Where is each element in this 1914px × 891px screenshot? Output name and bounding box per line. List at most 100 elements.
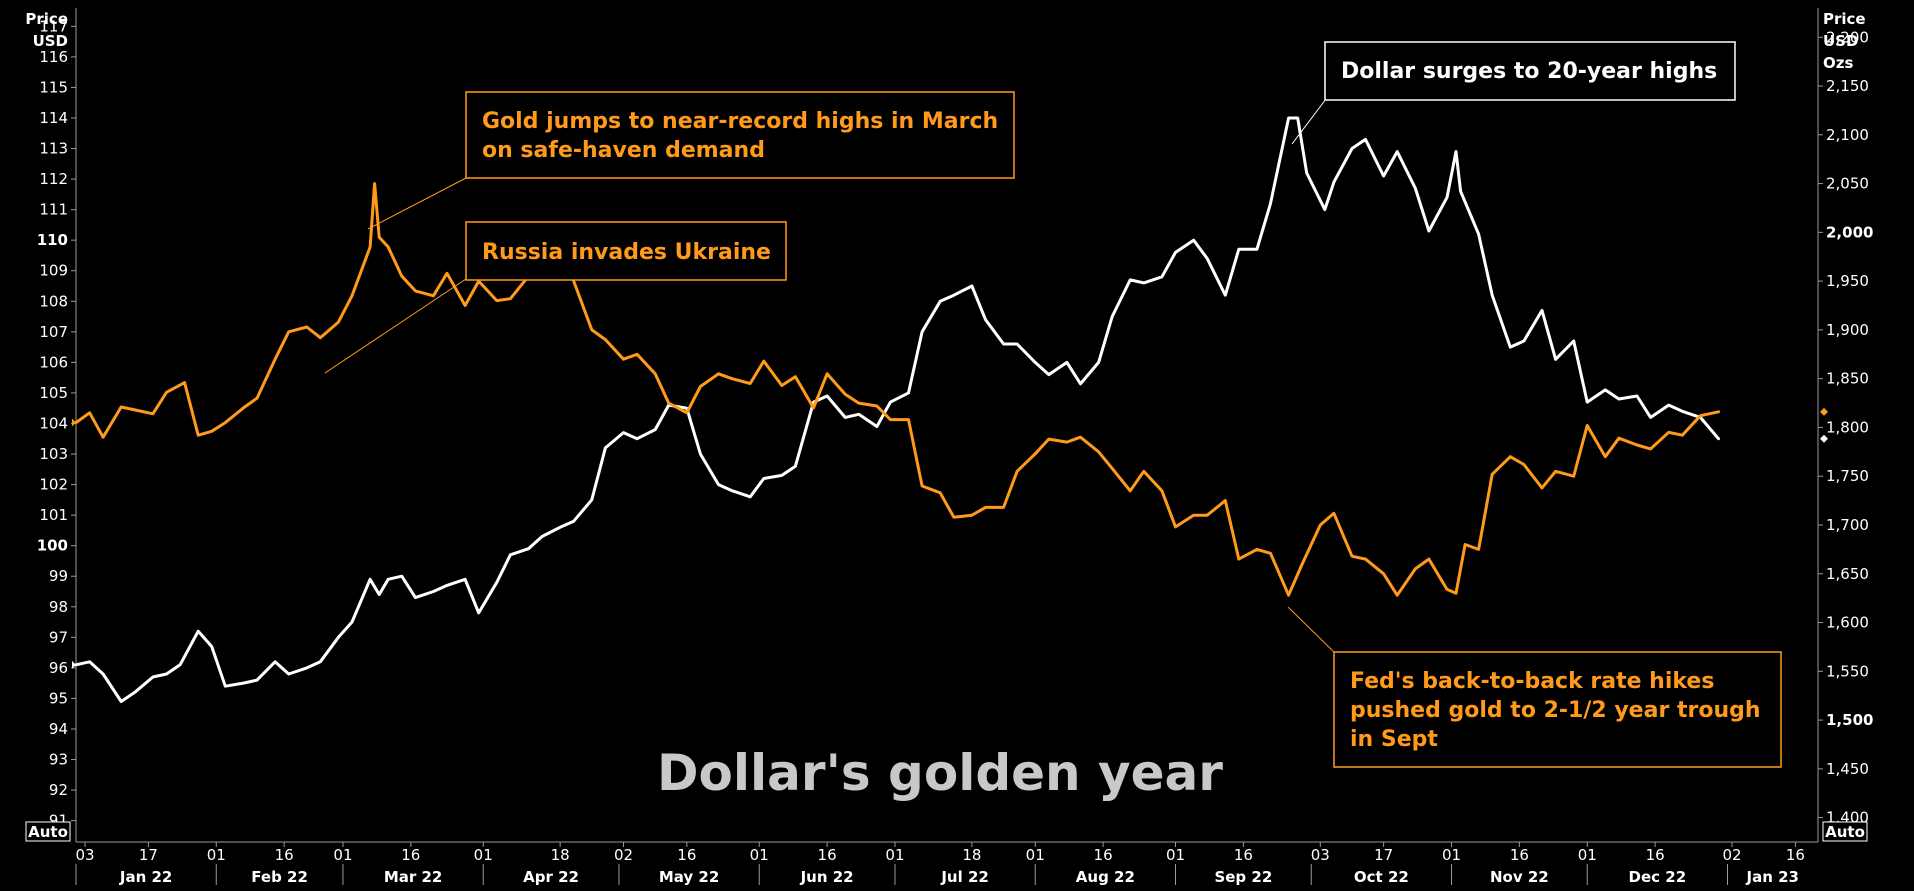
auto-button-right-box[interactable] [1822, 821, 1868, 842]
left-tick-label: 106 [39, 353, 68, 371]
annotation-fed-hikes-line1: Fed's back-to-back rate hikes [1350, 669, 1714, 694]
right-tick-label: 1,850 [1826, 370, 1869, 388]
x-tick-label: 01 [750, 846, 769, 864]
right-tick-label: 2,000 [1826, 223, 1873, 241]
auto-button-left-box[interactable] [25, 821, 71, 842]
x-month-label: Oct 22 [1354, 868, 1409, 886]
x-tick-label: 01 [1442, 846, 1461, 864]
annotation-fed-hikes-leader [1287, 606, 1335, 653]
auto-button-right[interactable]: Auto [1822, 821, 1868, 842]
right-tick-label: 1,800 [1826, 418, 1869, 436]
left-tick-label: 103 [39, 445, 68, 463]
x-tick-label: 03 [1311, 846, 1330, 864]
auto-button-left-label[interactable]: Auto [28, 823, 68, 841]
series [74, 116, 1720, 703]
left-tick-label: 92 [49, 781, 68, 799]
x-tick-label: 01 [1026, 846, 1045, 864]
left-tick-label: 108 [39, 292, 68, 310]
left-tick-label: 95 [49, 689, 68, 707]
gold-price-line [74, 182, 1720, 597]
left-tick-label: 102 [39, 476, 68, 494]
right-axis: Price USD Ozs 1,4001,4501,5001,5501,6001… [1818, 10, 1873, 827]
left-tick-label: 94 [49, 720, 68, 738]
left-axis-label-usd: USD [33, 32, 68, 50]
right-tick-label: 1,650 [1826, 565, 1869, 583]
right-edge-marker [1820, 434, 1828, 443]
x-tick-label: 17 [139, 846, 158, 864]
left-tick-label: 112 [39, 170, 68, 188]
left-tick-label: 116 [39, 48, 68, 66]
x-month-label: Nov 22 [1490, 868, 1549, 886]
x-tick-label: 01 [1166, 846, 1185, 864]
plot-frame [75, 8, 1819, 843]
annotation-dollar-highs-box [1324, 41, 1736, 101]
annotation-dollar-highs-leader [1291, 98, 1327, 145]
x-tick-label: 01 [885, 846, 904, 864]
right-tick-label: 1,600 [1826, 614, 1869, 632]
right-tick-label: 1,500 [1826, 711, 1873, 729]
right-tick-label: 1,950 [1826, 272, 1869, 290]
x-tick-label: 17 [1374, 846, 1393, 864]
right-tick-label: 1,700 [1826, 516, 1869, 534]
right-tick-label: 2,200 [1826, 28, 1869, 46]
annotation-dollar-highs-text: Dollar surges to 20-year highs [1341, 59, 1717, 84]
x-tick-label: 18 [962, 846, 981, 864]
left-tick-label: 111 [39, 201, 68, 219]
left-tick-label: 104 [39, 414, 68, 432]
x-tick-label: 01 [1578, 846, 1597, 864]
annotation-gold-march-leader [367, 177, 467, 230]
left-tick-label: 93 [49, 751, 68, 769]
right-tick-label: 1,900 [1826, 321, 1869, 339]
x-axis: 03 17 01 16 01 16 01 18 02 16 01 16 01 18 01 16 01 16 03 17… [75, 842, 1805, 886]
x-tick-label: 01 [333, 846, 352, 864]
x-month-label: Jun 22 [800, 868, 854, 886]
right-tick-label: 1,450 [1826, 760, 1869, 778]
x-tick-label: 18 [551, 846, 570, 864]
left-tick-label: 97 [49, 628, 68, 646]
left-axis: Price USD 919293949596979899100101102103… [25, 10, 76, 830]
right-axis-label-usd: USD [1823, 32, 1858, 50]
x-tick-label: 16 [275, 846, 294, 864]
annotation-russia: Russia invades Ukraine [324, 221, 787, 374]
annotation-fed-hikes-box [1333, 651, 1782, 768]
annotation-gold-march: Gold jumps to near-record highs in March… [367, 91, 1015, 230]
left-tick-label: 113 [39, 140, 68, 158]
right-axis-label-price: Price [1823, 10, 1866, 28]
x-tick-label: 16 [1646, 846, 1665, 864]
x-tick-label: 01 [474, 846, 493, 864]
x-tick-label: 16 [677, 846, 696, 864]
left-edge-marker [72, 418, 76, 427]
left-tick-label: 110 [37, 231, 68, 249]
x-tick-label: 16 [1234, 846, 1253, 864]
right-tick-label: 2,050 [1826, 175, 1869, 193]
right-tick-label: 2,150 [1826, 77, 1869, 95]
right-axis-label-ozs: Ozs [1823, 54, 1853, 72]
left-tick-label: 109 [39, 262, 68, 280]
annotation-fed-hikes-line2: pushed gold to 2-1/2 year trough [1350, 698, 1761, 723]
auto-button-right-label[interactable]: Auto [1825, 823, 1865, 841]
left-tick-label: 100 [37, 537, 68, 555]
left-tick-label: 114 [39, 109, 68, 127]
x-month-label: Apr 22 [523, 868, 579, 886]
annotation-russia-box [465, 221, 787, 281]
left-tick-label: 101 [39, 506, 68, 524]
x-month-label: Dec 22 [1629, 868, 1687, 886]
x-tick-label: 02 [1722, 846, 1741, 864]
left-tick-label: 107 [39, 323, 68, 341]
x-tick-label: 16 [1094, 846, 1113, 864]
x-tick-label: 02 [614, 846, 633, 864]
left-tick-label: 99 [49, 567, 68, 585]
annotation-russia-text: Russia invades Ukraine [482, 240, 771, 265]
x-tick-label: 16 [1510, 846, 1529, 864]
x-tick-label: 16 [818, 846, 837, 864]
chart-title: Dollar's golden year [657, 744, 1223, 802]
annotation-fed-hikes-line3: in Sept [1350, 727, 1438, 752]
auto-button-left[interactable]: Auto [25, 821, 71, 842]
annotation-fed-hikes: Fed's back-to-back rate hikes pushed gol… [1287, 606, 1782, 768]
right-tick-label: 1,750 [1826, 467, 1869, 485]
x-tick-label: 16 [401, 846, 420, 864]
left-tick-label: 115 [39, 78, 68, 96]
left-tick-label: 117 [39, 17, 68, 35]
right-edge-marker [1820, 407, 1828, 416]
